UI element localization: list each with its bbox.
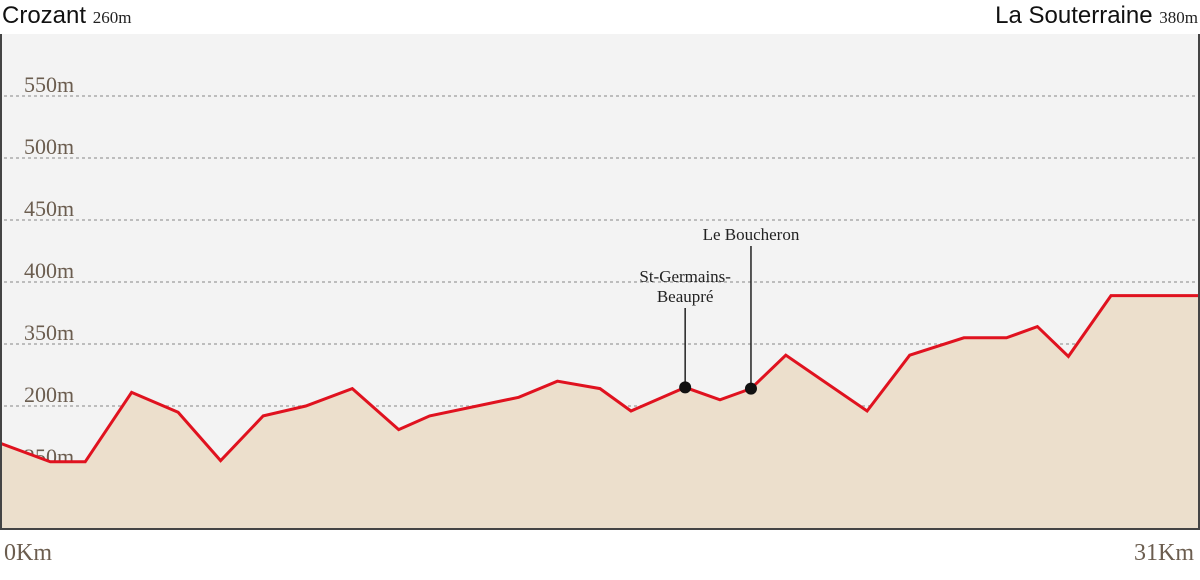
y-tick-label: 450m [24, 196, 74, 221]
y-tick-label: 350m [24, 320, 74, 345]
waypoint: Le Boucheron [703, 225, 800, 395]
waypoints: St-Germains-Beaupré Le Boucheron [639, 225, 800, 395]
elevation-area [0, 295, 1200, 530]
end-location-label: La Souterraine 380m [995, 2, 1198, 30]
elevation-line [0, 294, 1200, 464]
y-tick-label: 500m [24, 134, 74, 159]
waypoint: St-Germains-Beaupré [639, 267, 731, 394]
start-location-label: Crozant 260m [2, 2, 131, 30]
end-elevation: 380m [1159, 8, 1198, 27]
waypoint-label: St-Germains- [639, 267, 731, 286]
waypoint-label: Beaupré [657, 287, 714, 306]
waypoint-marker [744, 382, 757, 395]
start-elevation: 260m [92, 8, 132, 27]
x-tick-end: 31Km [1134, 540, 1194, 566]
start-name: Crozant [2, 2, 87, 29]
y-tick-label: 400m [24, 258, 74, 283]
waypoint-marker [679, 381, 692, 394]
plot-frame [0, 34, 1200, 530]
waypoint-label: Le Boucheron [703, 225, 800, 244]
x-tick-start: 0Km [4, 540, 52, 566]
y-tick-label: 200m [24, 382, 74, 407]
end-name: La Souterraine [995, 2, 1153, 29]
y-tick-label: 550m [24, 72, 74, 97]
